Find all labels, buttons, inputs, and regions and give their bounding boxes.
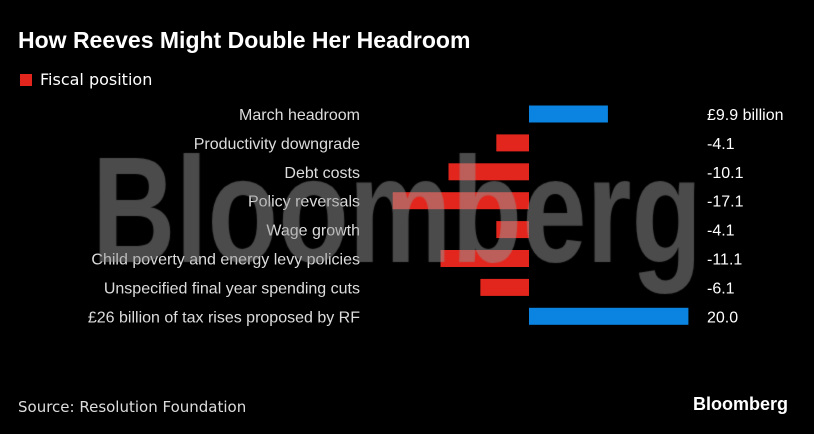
bar xyxy=(496,221,529,239)
bar xyxy=(440,250,529,267)
data-label: -4.1 xyxy=(707,136,735,153)
bloomberg-logo: Bloomberg xyxy=(692,394,788,414)
category-label: Unspecified final year spending cuts xyxy=(104,280,360,297)
bar xyxy=(448,163,529,181)
bar xyxy=(529,105,608,123)
bar xyxy=(480,278,529,296)
category-label: Wage growth xyxy=(266,223,360,240)
data-label: £9.9 billion xyxy=(707,107,784,124)
data-label: -11.1 xyxy=(707,252,742,269)
data-label: -17.1 xyxy=(707,194,744,211)
category-label: March headroom xyxy=(239,107,360,124)
bar xyxy=(529,307,689,325)
source-note: Source: Resolution Foundation xyxy=(18,398,247,416)
data-label: -10.1 xyxy=(707,165,744,182)
data-label: -6.1 xyxy=(707,280,735,297)
category-label: £26 billion of tax rises proposed by RF xyxy=(88,309,360,326)
bar xyxy=(496,134,529,152)
category-label: Child poverty and energy levy policies xyxy=(91,252,360,269)
category-label: Productivity downgrade xyxy=(194,136,360,153)
data-label: 20.0 xyxy=(707,309,738,326)
category-label: Policy reversals xyxy=(248,194,360,211)
bar xyxy=(392,192,529,210)
data-label: -4.1 xyxy=(707,223,735,240)
category-label: Debt costs xyxy=(284,165,360,182)
